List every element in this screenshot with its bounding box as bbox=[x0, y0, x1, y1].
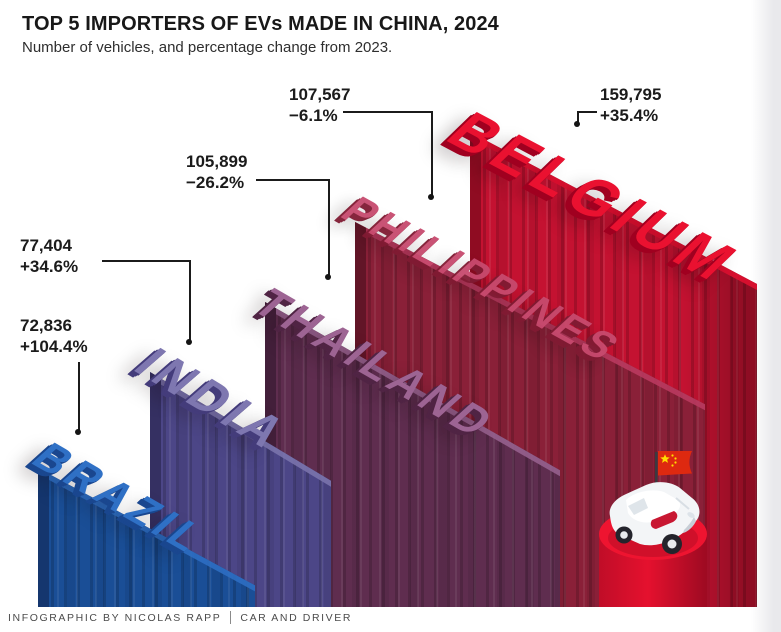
leader-line-india bbox=[102, 260, 191, 262]
value-brazil: 72,836 bbox=[20, 316, 72, 335]
leader-dot-philippines bbox=[428, 194, 434, 200]
value-india: 77,404 bbox=[20, 236, 72, 255]
value-belgium: 159,795 bbox=[600, 85, 662, 104]
leader-line-india-drop bbox=[189, 260, 191, 341]
leader-line-brazil bbox=[78, 362, 80, 432]
pct-india: +34.6% bbox=[20, 257, 79, 276]
ev-car-illustration bbox=[588, 438, 718, 607]
pct-philippines: −6.1% bbox=[289, 106, 338, 125]
leader-line-belgium-drop bbox=[577, 111, 579, 123]
footer-credit: INFOGRAPHIC BY NICOLAS RAPP CAR AND DRIV… bbox=[8, 611, 352, 624]
leader-dot-india bbox=[186, 339, 192, 345]
value-label-brazil: 72,836 +104.4% bbox=[20, 315, 88, 357]
car-svg bbox=[599, 451, 707, 607]
brand-text: CAR AND DRIVER bbox=[240, 611, 353, 624]
leader-line-philippines-drop bbox=[431, 111, 433, 196]
leader-line-belgium bbox=[578, 111, 597, 113]
pct-brazil: +104.4% bbox=[20, 337, 88, 356]
value-thailand: 105,899 bbox=[186, 152, 248, 171]
credit-text: INFOGRAPHIC BY NICOLAS RAPP bbox=[8, 611, 222, 624]
white-car bbox=[609, 482, 700, 554]
footer-divider bbox=[230, 611, 232, 624]
leader-dot-belgium bbox=[574, 121, 580, 127]
leader-line-thailand bbox=[256, 179, 330, 181]
value-label-belgium: 159,795 +35.4% bbox=[600, 84, 661, 126]
pct-belgium: +35.4% bbox=[600, 106, 659, 125]
page-title: TOP 5 IMPORTERS OF EVs MADE IN CHINA, 20… bbox=[22, 13, 499, 35]
leader-dot-brazil bbox=[75, 429, 81, 435]
leader-line-philippines bbox=[343, 111, 433, 113]
value-label-india: 77,404 +34.6% bbox=[20, 235, 78, 277]
leader-line-thailand-drop bbox=[328, 179, 330, 276]
pct-thailand: −26.2% bbox=[186, 173, 245, 192]
value-philippines: 107,567 bbox=[289, 85, 351, 104]
chart-area: BELGIUM PHILIPPINES THAILAND INDIA BRAZI… bbox=[0, 0, 781, 607]
header: TOP 5 IMPORTERS OF EVs MADE IN CHINA, 20… bbox=[22, 12, 499, 58]
page-subtitle: Number of vehicles, and percentage chang… bbox=[22, 39, 393, 56]
value-label-philippines: 107,567 −6.1% bbox=[289, 84, 350, 126]
leader-dot-thailand bbox=[325, 274, 331, 280]
value-label-thailand: 105,899 −26.2% bbox=[186, 151, 247, 193]
